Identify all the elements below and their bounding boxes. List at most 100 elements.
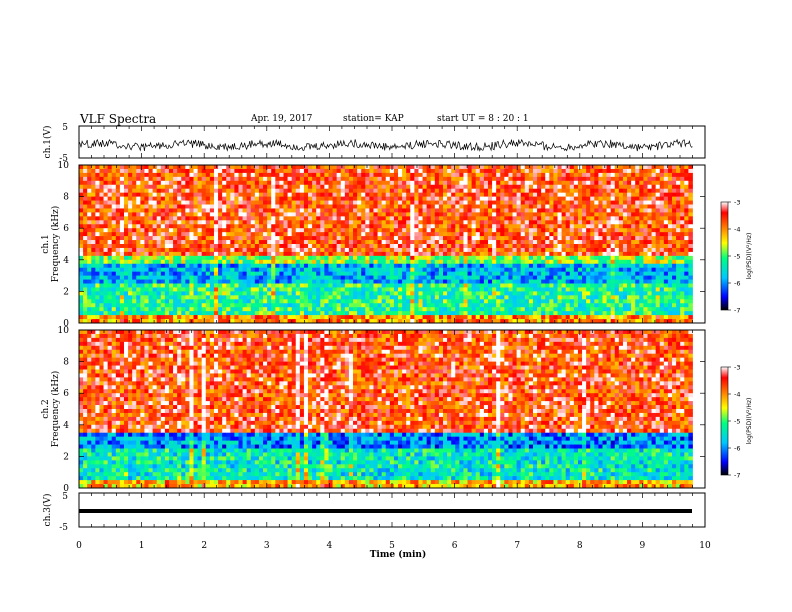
spectrogram-cell [210, 208, 214, 212]
spectrogram-cell [202, 252, 206, 256]
spectrogram-cell [500, 268, 504, 272]
spectrogram-cell [525, 228, 529, 232]
spectrogram-cell [108, 165, 112, 169]
spectrogram-cell [296, 193, 300, 197]
spectrogram-cell [443, 177, 447, 181]
spectrogram-cell [308, 284, 312, 288]
spectrogram-cell [513, 205, 517, 209]
spectrogram-cell [533, 303, 537, 307]
spectrogram-cell [463, 248, 467, 252]
spectrogram-cell [194, 220, 198, 224]
spectrogram-cell [427, 252, 431, 256]
spectrogram-cell [525, 264, 529, 268]
spectrogram-cell [333, 236, 337, 240]
spectrogram-cell [353, 228, 357, 232]
spectrogram-cell [541, 197, 545, 201]
spectrogram-cell [463, 303, 467, 307]
spectrogram-cell [140, 220, 144, 224]
spectrogram-cell [369, 284, 373, 288]
spectrogram-cell [504, 295, 508, 299]
spectrogram-cell [275, 315, 279, 319]
spectrogram-cell [128, 193, 132, 197]
spectrogram-cell [418, 264, 422, 268]
spectrogram-cell [451, 236, 455, 240]
spectrogram-cell [439, 256, 443, 260]
spectrogram-cell [308, 216, 312, 220]
spectrogram-cell [83, 272, 87, 276]
spectrogram-cell [263, 303, 267, 307]
spectrogram-cell [578, 284, 582, 288]
spectrogram-cell [308, 208, 312, 212]
spectrogram-cell [79, 264, 83, 268]
spectrogram-cell [95, 315, 99, 319]
spectrogram-cell [267, 173, 271, 177]
spectrogram-cell [177, 205, 181, 209]
spectrogram-cell [161, 169, 165, 173]
spectrogram-cell [341, 165, 345, 169]
spectrogram-cell [95, 284, 99, 288]
spectrogram-cell [312, 169, 316, 173]
spectrogram-cell [283, 252, 287, 256]
spectrogram-cell [439, 244, 443, 248]
spectrogram-cell [508, 280, 512, 284]
spectrogram-cell [198, 216, 202, 220]
spectrogram-cell [459, 295, 463, 299]
spectrogram-cell [394, 276, 398, 280]
spectrogram-cell [443, 212, 447, 216]
spectrogram-cell [406, 240, 410, 244]
spectrogram-cell [394, 291, 398, 295]
spectrogram-cell [140, 208, 144, 212]
spectrogram-cell [271, 280, 275, 284]
spectrogram-cell [83, 295, 87, 299]
spectrogram-cell [304, 224, 308, 228]
spectrogram-cell [337, 205, 341, 209]
spectrogram-cell [259, 291, 263, 295]
spectrogram-cell [508, 291, 512, 295]
ch1-spectrogram [79, 165, 693, 323]
spectrogram-cell [259, 173, 263, 177]
spectrogram-cell [353, 224, 357, 228]
spectrogram-cell [328, 220, 332, 224]
spectrogram-cell [279, 208, 283, 212]
spectrogram-cell [214, 232, 218, 236]
spectrogram-cell [230, 208, 234, 212]
spectrogram-cell [202, 220, 206, 224]
spectrogram-cell [157, 268, 161, 272]
spectrogram-cell [108, 264, 112, 268]
spectrogram-cell [169, 244, 173, 248]
spectrogram-cell [132, 181, 136, 185]
spectrogram-cell [243, 236, 247, 240]
spectrogram-cell [558, 307, 562, 311]
spectrogram-cell [153, 291, 157, 295]
spectrogram-cell [177, 248, 181, 252]
spectrogram-cell [83, 185, 87, 189]
spectrogram-cell [194, 248, 198, 252]
spectrogram-cell [341, 276, 345, 280]
spectrogram-cell [234, 228, 238, 232]
spectrogram-cell [165, 177, 169, 181]
spectrogram-cell [480, 169, 484, 173]
spectrogram-cell [455, 173, 459, 177]
spectrogram-cell [443, 280, 447, 284]
spectrogram-cell [341, 295, 345, 299]
spectrogram-cell [275, 216, 279, 220]
spectrogram-cell [226, 216, 230, 220]
spectrogram-cell [398, 232, 402, 236]
spectrogram-cell [198, 307, 202, 311]
spectrogram-cell [390, 248, 394, 252]
spectrogram-cell [79, 240, 83, 244]
spectrogram-cell [328, 208, 332, 212]
spectrogram-cell [263, 284, 267, 288]
spectrogram-cell [263, 228, 267, 232]
spectrogram-cell [132, 303, 136, 307]
spectrogram-cell [304, 232, 308, 236]
spectrogram-cell [99, 216, 103, 220]
spectrogram-cell [243, 212, 247, 216]
spectrogram-cell [292, 268, 296, 272]
spectrogram-cell [222, 185, 226, 189]
spectrogram-cell [500, 181, 504, 185]
spectrogram-cell [427, 260, 431, 264]
spectrogram-cell [558, 177, 562, 181]
spectrogram-cell [316, 177, 320, 181]
spectrogram-cell [198, 212, 202, 216]
